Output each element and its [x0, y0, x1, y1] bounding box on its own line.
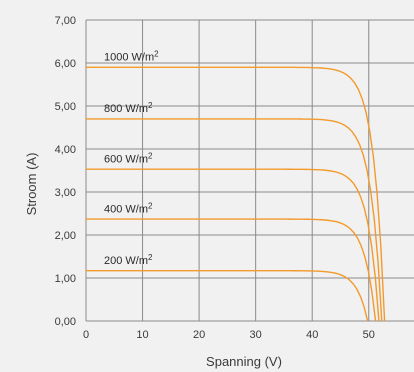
x-tick-label: 10: [136, 329, 148, 341]
grid-lines: [85, 19, 414, 322]
x-axis-label: Spanning (V): [206, 354, 282, 369]
x-tick-label: 0: [83, 329, 89, 341]
series-curves: [86, 66, 386, 322]
series-label: 400 W/m2: [104, 201, 153, 215]
y-tick-label: 3,00: [55, 187, 76, 199]
series-label: 600 W/m2: [104, 151, 153, 165]
series-line: [86, 218, 377, 322]
x-tick-label: 30: [250, 329, 262, 341]
y-tick-label: 2,00: [55, 230, 76, 242]
x-tick-label: 50: [363, 329, 375, 341]
y-tick-label: 4,00: [55, 144, 76, 156]
x-tick-label: 40: [306, 329, 318, 341]
y-tick-label: 6,00: [55, 58, 76, 70]
y-axis-label: Stroom (A): [24, 153, 39, 216]
x-tick-label: 20: [193, 329, 205, 341]
series-line: [86, 118, 383, 322]
y-tick-label: 7,00: [55, 15, 76, 27]
series-label: 800 W/m2: [104, 101, 153, 115]
series-line: [86, 269, 369, 322]
series-labels: 1000 W/m2 800 W/m2 600 W/m2 400 W/m2 200 W/m…: [104, 50, 159, 267]
tick-labels: 0,00 1,00 2,00 3,00 4,00 5,00 6,00 7,00 0 10 20 30 4…: [55, 15, 375, 341]
series-label: 1000 W/m2: [104, 50, 159, 64]
series-label: 200 W/m2: [104, 253, 153, 267]
y-tick-label: 5,00: [55, 101, 76, 113]
y-tick-label: 0,00: [55, 316, 76, 328]
series-line: [86, 66, 386, 322]
series-line: [86, 168, 380, 322]
y-tick-label: 1,00: [55, 273, 76, 285]
